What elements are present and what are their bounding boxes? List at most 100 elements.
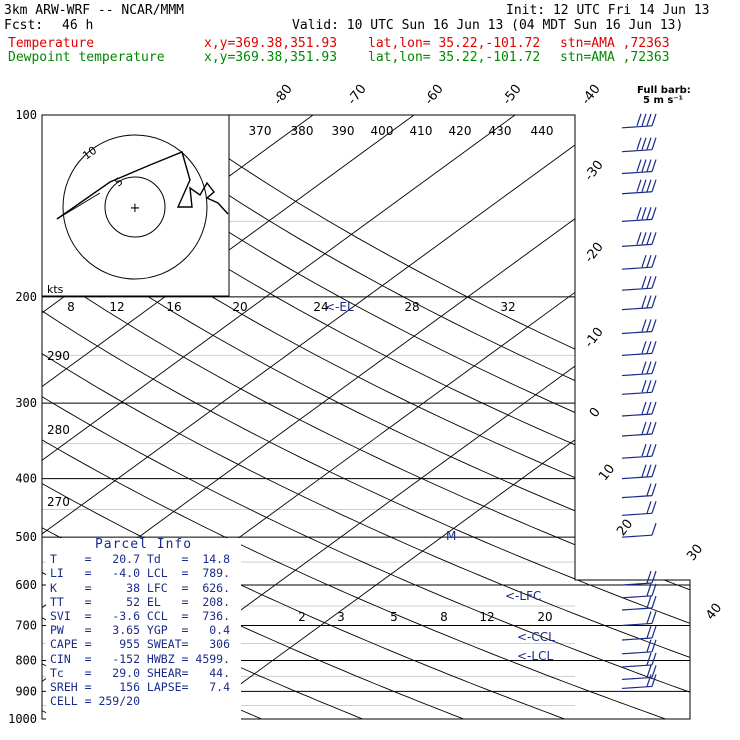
dewpoint-stn: stn=AMA ,72363 <box>560 50 670 65</box>
barb-flag <box>651 501 657 514</box>
barb-flag <box>651 639 657 653</box>
barb-flag <box>646 595 652 609</box>
barb-flag <box>651 275 657 289</box>
barb-flag <box>651 207 657 220</box>
barb-flag <box>641 137 647 150</box>
barb-flag <box>651 401 657 415</box>
isotherm-label: -40 <box>579 82 604 108</box>
barb-flag <box>646 137 652 150</box>
wind-barb <box>621 570 657 586</box>
isentrope-label: 440 <box>531 124 554 138</box>
barb-flag <box>646 207 652 220</box>
barb-flag <box>651 611 657 624</box>
barb-flag <box>646 464 652 477</box>
dry-adiabat-line <box>166 115 690 719</box>
dry-adiabat-line <box>42 115 363 719</box>
barb-staff <box>621 476 653 480</box>
barb-flag <box>651 625 657 639</box>
isotherm-label: -30 <box>582 158 607 184</box>
init-time: Init: 12 UTC Fri 14 Jun 13 <box>506 3 710 18</box>
parcel-info-row: K = 38 LFC = 626. <box>50 580 231 595</box>
parcel-info-row: LI = -4.0 LCL = 789. <box>50 566 231 581</box>
pressure-tick-label: 700 <box>15 618 37 632</box>
barb-flag <box>636 159 642 172</box>
hodograph-frame <box>41 114 230 297</box>
isotherm-label: -60 <box>422 82 447 108</box>
temperature-xy: x,y=369.38,351.93 <box>204 36 338 51</box>
isotherm-label: -20 <box>582 240 607 266</box>
isotherm-label: -80 <box>271 82 296 108</box>
dry-adiabat-line <box>42 115 690 719</box>
temperature-latlon: lat,lon= 35.22,-101.72 <box>368 36 541 51</box>
barb-flag <box>641 464 647 477</box>
isotherm-label: 20 <box>614 517 636 539</box>
isotherm-line <box>42 115 415 719</box>
isentrope-label: 390 <box>332 124 355 138</box>
barb-flag <box>636 232 642 245</box>
parcel-info-row: CELL = 259/20 <box>50 694 141 709</box>
dry-adiabat-label: 290 <box>47 349 70 363</box>
barb-staff <box>621 352 653 356</box>
wind-barb <box>621 254 657 270</box>
dewpoint-latlon: lat,lon= 35.22,-101.72 <box>368 50 541 65</box>
barb-staff <box>621 125 653 129</box>
pressure-tick-label: 500 <box>15 530 37 544</box>
barb-staff <box>621 191 653 195</box>
barb-flag <box>646 361 652 374</box>
wind-barb <box>621 275 657 291</box>
barb-flag <box>651 464 657 477</box>
barb-flag <box>646 113 652 126</box>
barb-flag <box>646 159 652 172</box>
barb-flag <box>651 583 657 596</box>
dry-adiabat-line <box>61 115 690 719</box>
wind-barb <box>621 159 657 175</box>
mixing-ratio-label: 12 <box>479 610 494 624</box>
isentrope-label: 380 <box>291 124 314 138</box>
barb-staff <box>621 287 653 291</box>
mixing-ratio-label: 24 <box>313 300 328 314</box>
mixing-ratio-label: 16 <box>166 300 181 314</box>
temperature-legend: Temperature <box>8 36 95 51</box>
parcel-info-rows: T = 20.7 Td = 14.8 LI = -4.0 LCL = 789. K … <box>46 552 241 708</box>
wind-barb <box>621 421 657 437</box>
barb-flag <box>646 501 652 514</box>
pressure-tick-label: 400 <box>15 472 37 486</box>
barb-staff <box>621 512 653 516</box>
hodo-ring-outer <box>62 134 208 280</box>
barb-flag <box>646 639 652 653</box>
mixing-ratio-label: 3 <box>337 610 345 624</box>
barb-staff <box>621 651 653 655</box>
dry-adiabat-line <box>42 115 690 719</box>
wind-barb <box>621 113 657 129</box>
isotherm-line <box>42 115 617 719</box>
wind-barb <box>621 652 657 668</box>
parcel-info-panel: Parcel Info T = 20.7 Td = 14.8 LI = -4.0 … <box>46 537 241 726</box>
barb-staff <box>621 307 653 311</box>
isotherm-label: 10 <box>596 462 618 484</box>
isentrope-label: 410 <box>410 124 433 138</box>
mixing-ratio-label: 2 <box>298 610 306 624</box>
barb-staff <box>621 413 653 417</box>
barb-flag <box>641 275 647 289</box>
barb-flag <box>646 570 652 584</box>
el-marker: <-EL <box>325 300 354 314</box>
barb-flag <box>651 254 657 268</box>
dry-adiabat-line <box>42 115 690 719</box>
barb-flag <box>651 319 657 332</box>
barb-flag <box>641 444 647 457</box>
barb-flag <box>646 179 652 192</box>
barb-flag <box>641 361 647 374</box>
dry-adiabat-label: 270 <box>47 495 70 509</box>
barb-flag <box>651 341 657 354</box>
barb-flag <box>651 137 657 150</box>
barb-staff <box>621 266 653 270</box>
mixing-ratio-label: 20 <box>232 300 247 314</box>
dry-adiabat-label: 280 <box>47 423 70 437</box>
barb-flag <box>651 179 657 192</box>
wind-barb <box>621 595 657 611</box>
barb-flag <box>646 625 652 639</box>
dry-adiabat-line <box>42 115 666 719</box>
barb-legend-line1: Full barb: <box>637 85 691 96</box>
pressure-tick-label: 900 <box>15 684 37 698</box>
dewpoint-xy: x,y=369.38,351.93 <box>204 50 338 65</box>
